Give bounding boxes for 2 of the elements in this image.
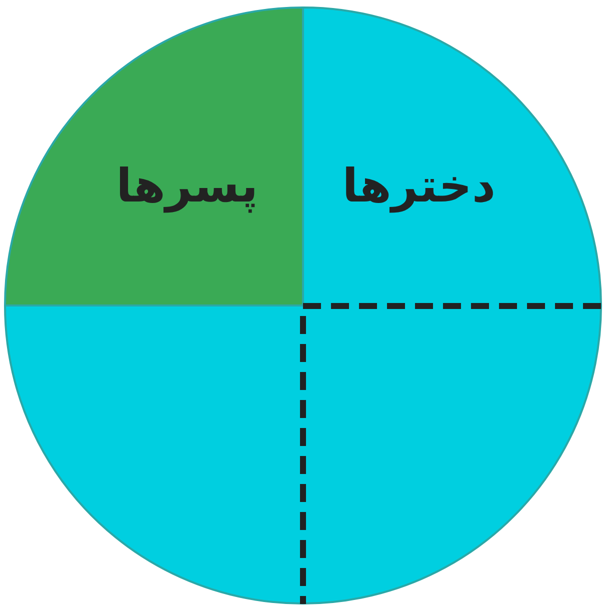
slice-label: دخترها	[342, 158, 496, 214]
slice-label: پسرها	[116, 158, 258, 214]
